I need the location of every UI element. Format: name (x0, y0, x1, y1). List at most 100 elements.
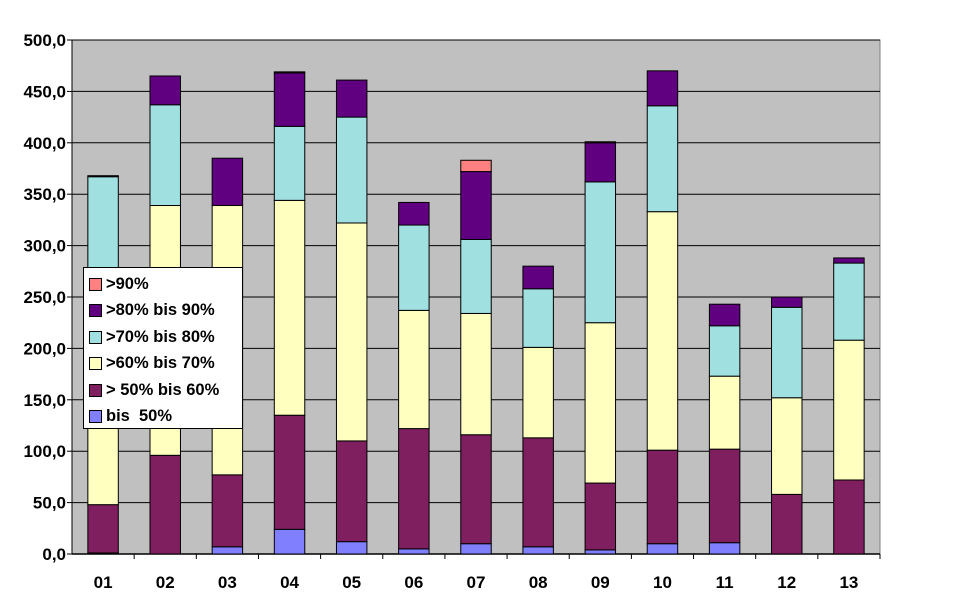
legend-swatch (89, 357, 102, 370)
bar-segment (708, 325, 741, 377)
bar-segment (398, 309, 430, 430)
bar-segment (398, 224, 430, 311)
legend-item: >70% bis 80% (89, 326, 215, 348)
bar-segment (460, 312, 492, 436)
x-tick-label: 03 (218, 573, 237, 592)
legend-label: >70% bis 80% (106, 327, 215, 346)
bar-segment (771, 493, 803, 555)
bar-segment (335, 79, 368, 118)
bar-segment (522, 546, 554, 555)
bar-segment (398, 201, 430, 226)
bar-segment (771, 397, 803, 495)
legend-label: >60% bis 70% (106, 354, 215, 372)
y-tick-label: 500,0 (23, 31, 66, 50)
bar-segment (460, 543, 492, 555)
legend-swatch (89, 277, 102, 291)
y-tick-label: 150,0 (23, 391, 66, 410)
bar-segment (584, 181, 617, 324)
x-tick-label: 09 (591, 573, 610, 592)
bar-segment (460, 159, 492, 173)
bar-segment (584, 142, 617, 183)
y-tick-label: 0,0 (42, 545, 66, 564)
x-tick-label: 02 (156, 573, 175, 592)
x-tick-label: 11 (716, 573, 734, 592)
bar-segment (335, 116, 368, 224)
bar-segment (149, 104, 181, 207)
bar-segment (708, 375, 741, 450)
bar-segment (460, 238, 492, 314)
x-tick-label: 10 (653, 573, 672, 592)
legend-swatch (89, 330, 102, 344)
x-tick-label: 08 (529, 573, 548, 592)
bar-segment (584, 482, 617, 551)
bar-segment (398, 548, 430, 555)
legend-item: >80% bis 90% (89, 300, 215, 322)
bar-segment (87, 425, 119, 506)
bar-segment (771, 306, 803, 399)
bar-segment (708, 542, 741, 555)
legend-item: >60% bis 70% (89, 353, 215, 375)
y-tick-label: 200,0 (23, 339, 66, 358)
bar-segment (87, 175, 119, 178)
bar-segment (273, 199, 306, 416)
bar-segment (211, 474, 244, 548)
bar-segment (149, 75, 181, 106)
bar-segment (522, 346, 554, 439)
x-tick-label: 05 (342, 573, 361, 592)
bar-segment (646, 211, 679, 451)
legend-swatch (89, 304, 102, 317)
y-tick-label: 50,0 (33, 494, 66, 513)
bar-segment (708, 303, 741, 327)
bar-segment (522, 265, 554, 290)
bar-segment (335, 440, 368, 543)
x-tick-label: 01 (94, 573, 113, 592)
bar-segment (273, 125, 306, 201)
y-tick-label: 450,0 (23, 82, 66, 101)
legend-label: >90% (106, 274, 149, 293)
legend-swatch (89, 383, 102, 397)
bar-segment (522, 288, 554, 348)
bar-segment (708, 448, 741, 544)
legend-swatch (89, 410, 102, 423)
bar-segment (646, 70, 679, 107)
legend-label: bis 50% (106, 407, 173, 425)
bar-segment (273, 72, 306, 127)
legend-label: >80% bis 90% (106, 301, 215, 319)
bar-segment (273, 528, 306, 555)
bar-segment (771, 296, 803, 308)
x-tick-label: 04 (280, 573, 299, 592)
legend-item: >90% (89, 273, 149, 295)
bar-segment (211, 546, 244, 555)
chart-legend: >90% >80% bis 90% >70% bis 80% >60% bis 70%… (83, 267, 243, 429)
bar-segment (584, 141, 617, 144)
bar-segment (833, 257, 865, 264)
y-tick-label: 400,0 (23, 134, 66, 153)
bar-segment (273, 71, 306, 74)
x-tick-label: 06 (404, 573, 423, 592)
bar-segment (646, 449, 679, 545)
bar-segment (584, 322, 617, 484)
bar-segment (646, 105, 679, 213)
x-tick-label: 13 (839, 573, 858, 592)
legend-item: bis 50% (89, 406, 172, 428)
y-tick-label: 350,0 (23, 185, 66, 204)
x-tick-label: 07 (467, 573, 486, 592)
bar-segment (460, 434, 492, 545)
bar-segment (833, 262, 865, 341)
bar-segment (522, 437, 554, 548)
bar-segment (273, 414, 306, 530)
bar-segment (460, 171, 492, 240)
y-tick-label: 100,0 (23, 442, 66, 461)
bar-segment (87, 504, 119, 554)
bar-segment (149, 454, 181, 555)
legend-item: > 50% bis 60% (89, 379, 219, 401)
bar-segment (833, 479, 865, 555)
y-tick-label: 250,0 (23, 288, 66, 307)
bar-segment (398, 428, 430, 550)
bar-segment (833, 339, 865, 481)
bar-segment (335, 541, 368, 555)
y-tick-label: 300,0 (23, 237, 66, 256)
bar-segment (646, 543, 679, 555)
bar-segment (211, 157, 244, 207)
